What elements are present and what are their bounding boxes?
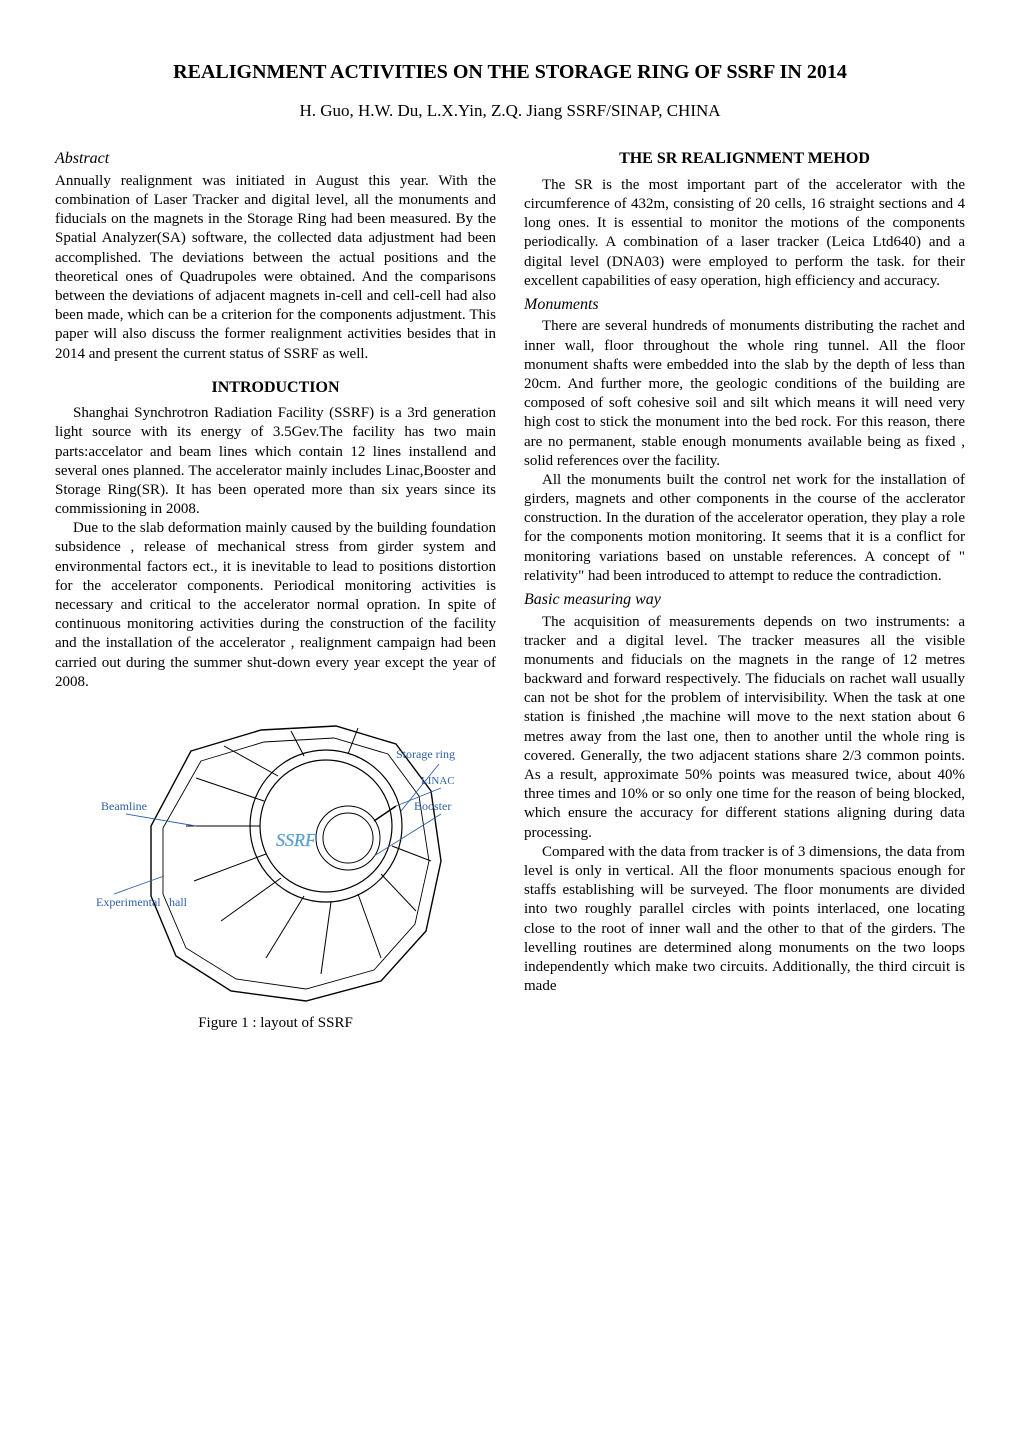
monuments-heading: Monuments xyxy=(524,295,965,315)
figure-1-caption: Figure 1 : layout of SSRF xyxy=(55,1014,496,1033)
label-linac: LINAC xyxy=(421,775,455,787)
ssrf-label: SSRF xyxy=(276,830,317,850)
leader-booster xyxy=(374,814,441,856)
method-heading: THE SR REALIGNMENT MEHOD xyxy=(524,149,965,169)
method-para-1: The SR is the most important part of the… xyxy=(524,176,965,291)
basic-para-2: Compared with the data from tracker is o… xyxy=(524,843,965,997)
figure-1: SSRF Storage ring LINAC Booster Beamline… xyxy=(55,706,496,1033)
introduction-heading: INTRODUCTION xyxy=(55,378,496,398)
leader-beamline xyxy=(126,814,196,826)
abstract-heading: Abstract xyxy=(55,149,496,169)
linac-line xyxy=(374,806,396,821)
abstract-text: Annually realignment was initiated in Au… xyxy=(55,172,496,364)
label-experimental-hall-2: hall xyxy=(169,895,188,909)
paper-authors: H. Guo, H.W. Du, L.X.Yin, Z.Q. Jiang SSR… xyxy=(55,100,965,122)
booster-inner xyxy=(323,813,373,863)
label-booster: Booster xyxy=(414,799,451,813)
leader-experimental-hall xyxy=(114,876,164,894)
paper-title: REALIGNMENT ACTIVITIES ON THE STORAGE RI… xyxy=(55,60,965,86)
two-column-body: Abstract Annually realignment was initia… xyxy=(55,149,965,1033)
beamlines-group xyxy=(186,728,431,974)
monuments-para-1: There are several hundreds of monuments … xyxy=(524,317,965,471)
monuments-para-2: All the monuments built the control net … xyxy=(524,471,965,586)
basic-para-1: The acquisition of measurements depends … xyxy=(524,613,965,843)
experimental-hall-inner xyxy=(163,738,429,989)
introduction-para-2: Due to the slab deformation mainly cause… xyxy=(55,519,496,692)
basic-heading: Basic measuring way xyxy=(524,590,965,610)
booster-outer xyxy=(316,806,380,870)
label-beamline: Beamline xyxy=(101,799,147,813)
figure-1-svg: SSRF Storage ring LINAC Booster Beamline… xyxy=(96,706,456,1006)
label-storage-ring: Storage ring xyxy=(396,747,455,761)
label-experimental-hall-1: Experimental xyxy=(96,895,161,909)
introduction-para-1: Shanghai Synchrotron Radiation Facility … xyxy=(55,404,496,519)
